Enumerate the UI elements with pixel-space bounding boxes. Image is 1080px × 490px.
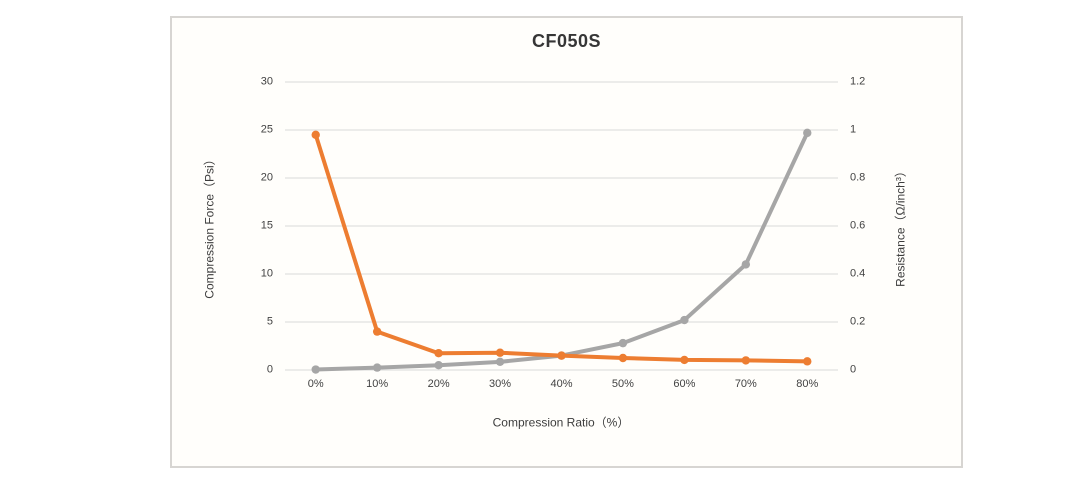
y-right-axis-title: Resistance（Ω/inch³） — [893, 165, 908, 287]
data-point-marker — [434, 361, 443, 370]
y-left-tick-label: 5 — [266, 315, 273, 328]
data-point-marker — [557, 351, 566, 360]
x-tick-label: 70% — [734, 378, 757, 390]
x-axis-title: Compression Ratio（%） — [492, 415, 630, 430]
chart-frame: CF050S 0 5 10 15 20 25 30 0 0.2 0.4 0.6 0.8 1 1.2 0% 10… — [170, 16, 963, 468]
data-point-marker — [741, 260, 751, 269]
data-point-marker — [618, 338, 628, 348]
y-left-tick-label: 0 — [266, 363, 273, 376]
x-tick-label: 60% — [673, 378, 696, 390]
x-tick-label: 80% — [796, 378, 819, 390]
x-tick-label: 10% — [366, 378, 389, 390]
series-line-resistance — [313, 132, 810, 364]
data-point-marker — [803, 128, 812, 138]
x-tick-label: 30% — [489, 378, 512, 390]
data-point-marker — [495, 348, 505, 357]
plot-canvas — [285, 81, 838, 374]
y-left-tick-label: 30 — [260, 75, 273, 88]
y-right-tick-label: 0 — [850, 363, 857, 376]
y-right-tick-label: 0.8 — [850, 171, 866, 184]
y-right-tick-label: 1.2 — [850, 75, 866, 88]
y-left-tick-label: 25 — [260, 123, 273, 136]
data-point-marker — [372, 363, 382, 372]
y-left-axis-title: Compression Force（Psi） — [202, 153, 217, 299]
data-point-marker — [372, 327, 382, 336]
data-point-marker — [803, 357, 812, 366]
y-right-tick-label: 0.4 — [850, 267, 866, 280]
data-point-marker — [311, 365, 320, 374]
data-point-marker — [741, 356, 751, 365]
data-point-marker — [495, 357, 505, 367]
chart-title: CF050S — [531, 31, 602, 51]
y-left-tick-label: 15 — [260, 219, 273, 232]
y-right-tick-label: 1 — [850, 123, 857, 136]
x-tick-label: 50% — [611, 378, 634, 390]
y-left-tick-label: 20 — [260, 171, 273, 184]
y-right-tick-label: 0.6 — [850, 219, 866, 232]
data-point-marker — [680, 315, 689, 325]
y-left-tick-label: 10 — [260, 267, 273, 280]
x-tick-label: 40% — [550, 378, 573, 390]
data-point-marker — [311, 130, 320, 139]
y-right-tick-label: 0.2 — [850, 315, 866, 328]
data-point-marker — [680, 355, 689, 365]
plot-area — [285, 81, 838, 374]
data-point-marker — [618, 353, 628, 363]
x-tick-label: 0% — [307, 378, 324, 390]
data-point-marker — [434, 349, 443, 358]
x-tick-label: 20% — [427, 378, 450, 390]
